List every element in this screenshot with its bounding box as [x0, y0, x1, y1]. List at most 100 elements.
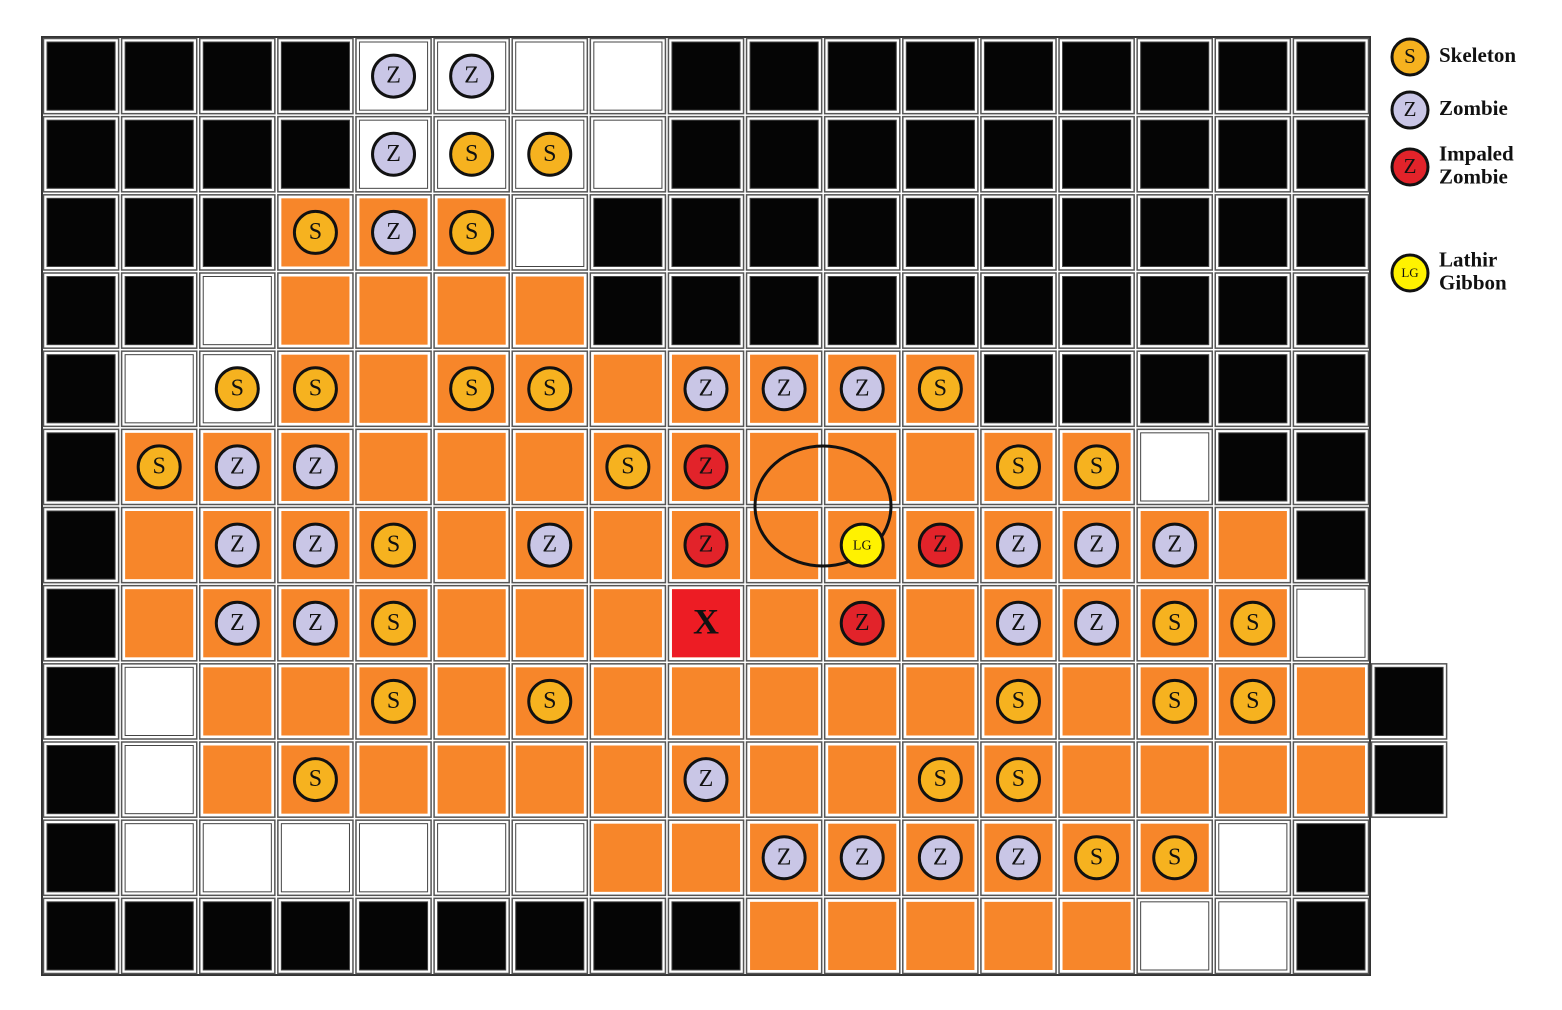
cell-border: [433, 897, 510, 975]
cell-border: [511, 663, 589, 740]
cell-border: [1292, 584, 1370, 662]
token-label: Z: [386, 63, 401, 89]
cell: [515, 197, 585, 267]
cell: [281, 276, 350, 345]
cell: [124, 354, 194, 424]
cell-border: [433, 194, 510, 271]
token: [761, 835, 807, 881]
token-label: Z: [1011, 532, 1026, 558]
token-label: Z: [230, 453, 245, 479]
cell: [125, 511, 194, 580]
cell-border: [667, 663, 745, 740]
token: [292, 600, 338, 646]
cell-border: [1214, 819, 1292, 897]
cell: [983, 119, 1054, 189]
token-label: S: [152, 453, 165, 479]
cell-border: [198, 584, 276, 662]
cell-border: [667, 506, 745, 584]
cell-border: [1214, 272, 1292, 349]
cell-border: [433, 272, 510, 349]
cell: [593, 119, 663, 189]
cell: [983, 276, 1054, 346]
cell: [280, 41, 350, 111]
cell-border: [1058, 115, 1135, 193]
cell-border: [1292, 506, 1370, 584]
token-label: S: [387, 610, 400, 636]
legend-icon-label: Z: [1404, 154, 1417, 178]
cell-border: [980, 584, 1057, 662]
cell-border: [198, 819, 276, 897]
cell: [671, 197, 741, 267]
token-label: Z: [386, 141, 401, 167]
cell: [1296, 667, 1365, 736]
token-label: S: [309, 766, 322, 792]
cell-border: [589, 506, 667, 584]
cell: [984, 901, 1053, 970]
cell-border: [823, 819, 901, 897]
cell-border: [589, 428, 667, 506]
token: [1152, 835, 1198, 881]
cell: [359, 354, 428, 423]
cell: [358, 901, 429, 971]
token-label: Z: [464, 63, 479, 89]
token: [839, 522, 885, 568]
cell-border: [42, 194, 120, 271]
token-label: Z: [386, 219, 401, 245]
token-label: Z: [230, 610, 245, 636]
cell: [983, 197, 1054, 267]
cell-border: [355, 428, 432, 506]
cell: [202, 901, 272, 971]
cell: [671, 276, 741, 346]
cell-border: [589, 897, 667, 975]
token: [136, 444, 182, 490]
cell-border: [1058, 584, 1135, 662]
target-square: [672, 589, 740, 658]
cell-border: [823, 194, 901, 271]
token: [292, 366, 338, 412]
cell: [437, 511, 506, 580]
cell: [906, 667, 975, 736]
legend-label: Zombie: [1439, 96, 1508, 120]
cell-border: [1058, 897, 1135, 975]
cell-border: [1292, 272, 1370, 349]
cell-border: [42, 741, 120, 818]
token: [1074, 835, 1120, 881]
token-label: S: [1012, 453, 1025, 479]
cell-border: [277, 506, 354, 584]
cell-border: [980, 37, 1057, 115]
token-label: S: [1168, 844, 1181, 870]
cell: [671, 667, 741, 736]
cell-border: [745, 819, 823, 897]
cell: [1296, 823, 1366, 893]
cell: [750, 901, 819, 970]
cell: [1296, 588, 1366, 658]
cell-border: [1136, 741, 1214, 818]
cell: [515, 276, 584, 345]
cell-border: [42, 115, 120, 193]
cell: [124, 197, 194, 267]
cell-border: [1136, 350, 1214, 428]
cell: [46, 354, 116, 424]
cell-border: [277, 115, 354, 193]
cell-border: [1370, 741, 1448, 818]
cell-border: [745, 741, 823, 818]
cell-border: [120, 741, 198, 818]
token-label: Z: [933, 532, 948, 558]
cell-border: [355, 37, 432, 115]
token-label: S: [1168, 610, 1181, 636]
cell-border: [120, 115, 198, 193]
cell: [906, 901, 975, 970]
cell-border: [589, 272, 667, 349]
token-label: S: [465, 141, 478, 167]
token: [761, 366, 807, 412]
cell-border: [42, 897, 120, 975]
cell: [671, 901, 741, 971]
token-label: Z: [308, 453, 323, 479]
cell-border: [1214, 663, 1292, 740]
token-label: Z: [699, 532, 714, 558]
token: [449, 53, 495, 99]
cell-border: [745, 663, 823, 740]
cell: [437, 745, 506, 814]
cells: [42, 37, 1448, 975]
cell: [750, 432, 819, 501]
